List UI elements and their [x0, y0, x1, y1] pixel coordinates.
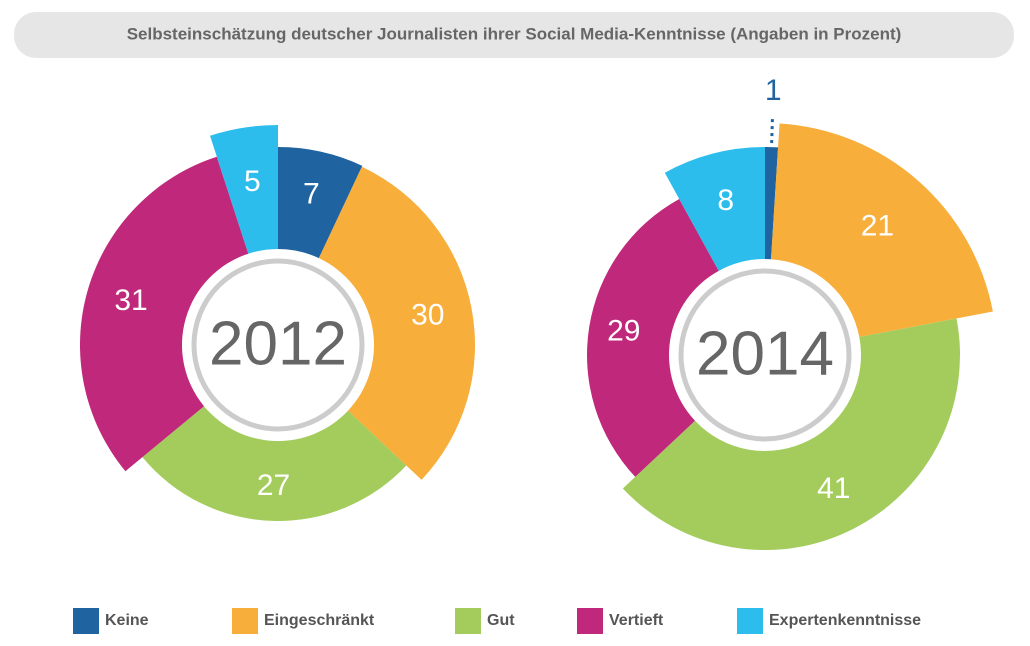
legend-swatch — [232, 608, 258, 634]
center-circle — [191, 258, 365, 432]
legend-label: Expertenkenntnisse — [769, 612, 921, 629]
label-leader — [770, 115, 775, 144]
pie-slice — [142, 406, 407, 521]
center-label: 2012 — [209, 309, 347, 378]
value-label: 21 — [861, 209, 894, 242]
value-label: 27 — [257, 469, 290, 502]
legend-swatch — [455, 608, 481, 634]
value-label: 5 — [244, 165, 261, 198]
value-label: 29 — [607, 315, 640, 348]
pie-slice — [210, 125, 278, 254]
value-label: 41 — [817, 472, 850, 505]
center-circle — [678, 268, 852, 442]
pie-slice — [771, 123, 993, 338]
chart-title: Selbsteinschätzung deutscher Journaliste… — [127, 24, 902, 43]
legend-label: Keine — [105, 612, 149, 629]
legend-swatch — [73, 608, 99, 634]
value-label: 30 — [411, 298, 444, 331]
title-box — [14, 12, 1014, 58]
pie-slice — [622, 318, 961, 551]
value-label: 1 — [765, 74, 782, 107]
legend-label: Eingeschränkt — [264, 612, 375, 629]
pie-slice — [765, 147, 779, 260]
pie-slice — [664, 147, 765, 271]
value-label: 7 — [303, 178, 320, 211]
pie-slice — [318, 166, 475, 480]
center-label: 2014 — [696, 319, 834, 388]
legend-label: Gut — [487, 612, 515, 629]
value-label: 8 — [717, 184, 734, 217]
value-label: 31 — [114, 284, 147, 317]
pie-slice — [79, 156, 249, 472]
pie-slice — [587, 199, 719, 477]
legend-swatch — [577, 608, 603, 634]
pie-slice — [278, 147, 363, 259]
legend-swatch — [737, 608, 763, 634]
legend-label: Vertieft — [609, 612, 664, 629]
